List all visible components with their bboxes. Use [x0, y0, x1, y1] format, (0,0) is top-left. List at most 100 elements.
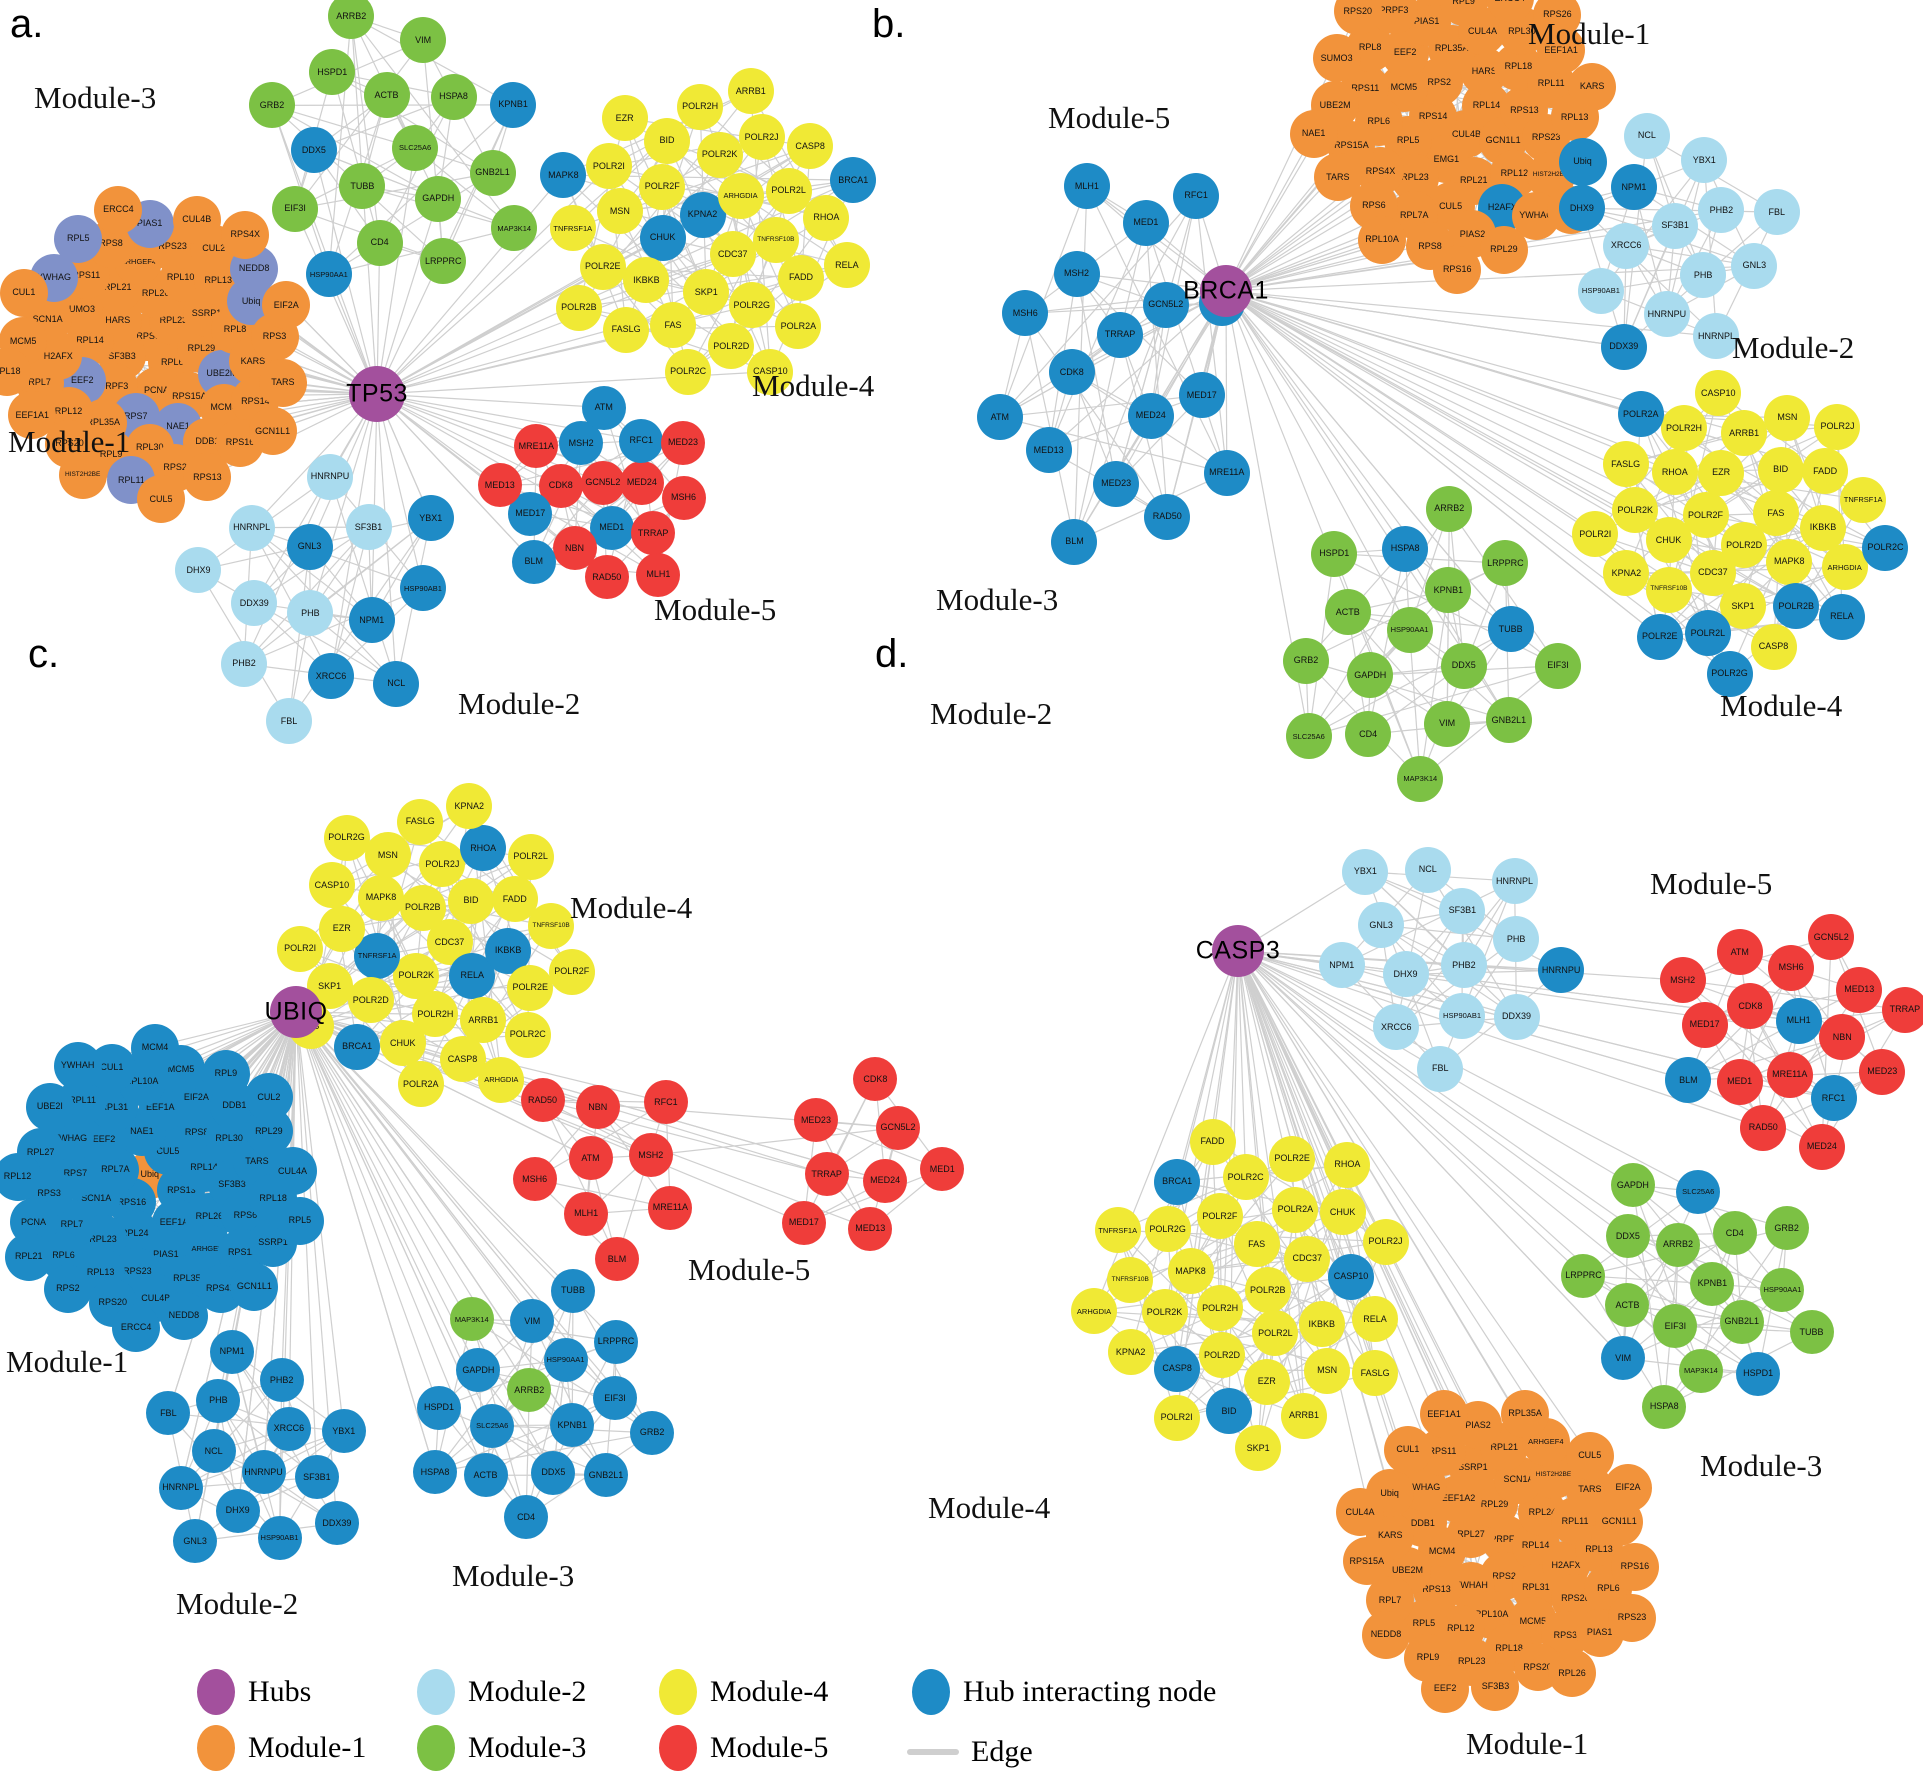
node-POLR2E: POLR2E [1636, 613, 1683, 660]
node-MED1: MED1 [589, 505, 634, 550]
node-ARRB1: ARRB1 [1281, 1392, 1328, 1439]
node-GRB2: GRB2 [248, 82, 295, 129]
edge [1225, 290, 1745, 546]
module-label-c1: Module-1 [6, 1344, 129, 1379]
node-CDK8: CDK8 [1727, 983, 1774, 1030]
node-POLR2H: POLR2H [677, 83, 724, 130]
node-POLR2A: POLR2A [1272, 1186, 1319, 1233]
node-POLR2A: POLR2A [397, 1061, 444, 1108]
node-POLR2G: POLR2G [1144, 1206, 1191, 1253]
edge [1164, 1209, 1296, 1313]
node-POLR2F: POLR2F [639, 163, 686, 210]
node-CD4: CD4 [356, 219, 403, 266]
node-ARRB2: ARRB2 [507, 1368, 552, 1413]
node-MLH1: MLH1 [564, 1191, 609, 1236]
node-RELA: RELA [1351, 1296, 1398, 1343]
module-label-d2: Module-2 [930, 696, 1053, 731]
node-CUL1: CUL1 [0, 268, 48, 317]
node-ERCC4: ERCC4 [112, 1303, 161, 1352]
node-MED24: MED24 [1798, 1123, 1845, 1170]
node-MAP3K14: MAP3K14 [1397, 755, 1444, 802]
edge [1145, 222, 1168, 517]
edge [1086, 185, 1222, 304]
node-CUL4B: CUL4B [172, 195, 221, 244]
node-DDX5: DDX5 [531, 1450, 576, 1495]
edge [1237, 950, 1591, 1456]
node-SF3B3: SF3B3 [1471, 1662, 1520, 1711]
node-FBL: FBL [146, 1391, 191, 1436]
edge [295, 1011, 318, 1478]
node-ACTB: ACTB [463, 1453, 508, 1498]
node-POLR2K: POLR2K [696, 131, 743, 178]
module-label-b5: Module-5 [1048, 100, 1171, 135]
hub-label-CASP3: CASP3 [1195, 936, 1281, 965]
node-RPS16: RPS16 [1433, 245, 1482, 294]
node-FASLG: FASLG [397, 798, 444, 845]
legend-swatch-hub-interacting-node [912, 1669, 950, 1715]
edge [1237, 950, 1759, 1375]
node-POLR2E: POLR2E [1269, 1135, 1316, 1182]
node-MED24: MED24 [863, 1158, 908, 1203]
node-CUL5: CUL5 [1565, 1431, 1614, 1480]
node-CDK8: CDK8 [853, 1057, 898, 1102]
node-TRRAP: TRRAP [804, 1152, 849, 1197]
node-HSPA8: HSPA8 [430, 73, 477, 120]
node-NBN: NBN [575, 1085, 620, 1130]
node-NEDD8: NEDD8 [1361, 1610, 1410, 1659]
module-label-b4: Module-4 [1720, 688, 1843, 723]
node-DDX39: DDX39 [231, 580, 278, 627]
node-POLR2I: POLR2I [1572, 511, 1619, 558]
node-KARS: KARS [1568, 62, 1617, 111]
node-CASP10: CASP10 [1695, 370, 1742, 417]
node-DDX39: DDX39 [314, 1501, 359, 1546]
node-ARRB1: ARRB1 [1721, 410, 1768, 457]
module-label-c4: Module-4 [570, 890, 693, 925]
edge [1225, 265, 1755, 292]
node-MAP3K14: MAP3K14 [449, 1297, 494, 1342]
node-CASP8: CASP8 [787, 123, 834, 170]
legend-swatch-module-2 [417, 1669, 455, 1715]
node-MRE11A: MRE11A [1203, 449, 1250, 496]
node-IKBKB: IKBKB [1298, 1301, 1345, 1348]
node-HSP90AA1: HSP90AA1 [305, 251, 352, 298]
node-TUBB: TUBB [1789, 1310, 1834, 1355]
node-GNL3: GNL3 [1731, 242, 1778, 289]
node-ARHGDIA: ARHGDIA [1071, 1288, 1118, 1335]
edge [525, 1359, 567, 1518]
node-CHUK: CHUK [379, 1020, 426, 1067]
node-PHB: PHB [196, 1378, 241, 1423]
edge [1341, 880, 1515, 966]
legend-label-module-1: Module-1 [248, 1731, 367, 1764]
node-KPNA2: KPNA2 [446, 783, 493, 830]
node-RPS15A: RPS15A [1342, 1537, 1391, 1586]
node-MCM4: MCM4 [130, 1023, 179, 1072]
node-RAD50: RAD50 [1144, 493, 1191, 540]
edge [1703, 160, 1718, 337]
node-MED1: MED1 [1122, 199, 1169, 246]
node-TRRAP: TRRAP [1097, 311, 1143, 358]
module-label-c2: Module-2 [176, 1586, 299, 1621]
node-MED17: MED17 [781, 1200, 826, 1245]
node-RHOA: RHOA [460, 825, 507, 872]
node-RPS4X: RPS4X [221, 210, 270, 259]
edge [1600, 265, 1755, 292]
node-DHX9: DHX9 [175, 547, 222, 594]
node-HSP90AA1: HSP90AA1 [543, 1337, 588, 1382]
node-CUL2: CUL2 [244, 1073, 293, 1122]
node-RELA: RELA [1818, 593, 1865, 640]
node-KPNB1: KPNB1 [1425, 567, 1472, 614]
hub-node-TP53 [349, 366, 405, 422]
node-CASP8: CASP8 [1154, 1345, 1201, 1392]
edge [1073, 304, 1167, 542]
node-ATM: ATM [1716, 929, 1763, 976]
hub-label-TP53: TP53 [346, 379, 408, 408]
node-CASP10: CASP10 [308, 862, 355, 909]
node-RAD50: RAD50 [520, 1078, 565, 1123]
node-MED1: MED1 [920, 1147, 965, 1192]
node-TUBB: TUBB [550, 1268, 595, 1313]
node-KPNA2: KPNA2 [1603, 550, 1650, 597]
node-GCN1L1: GCN1L1 [230, 1262, 279, 1311]
node-HNRNPL: HNRNPL [228, 504, 275, 551]
node-RFC1: RFC1 [619, 418, 664, 463]
